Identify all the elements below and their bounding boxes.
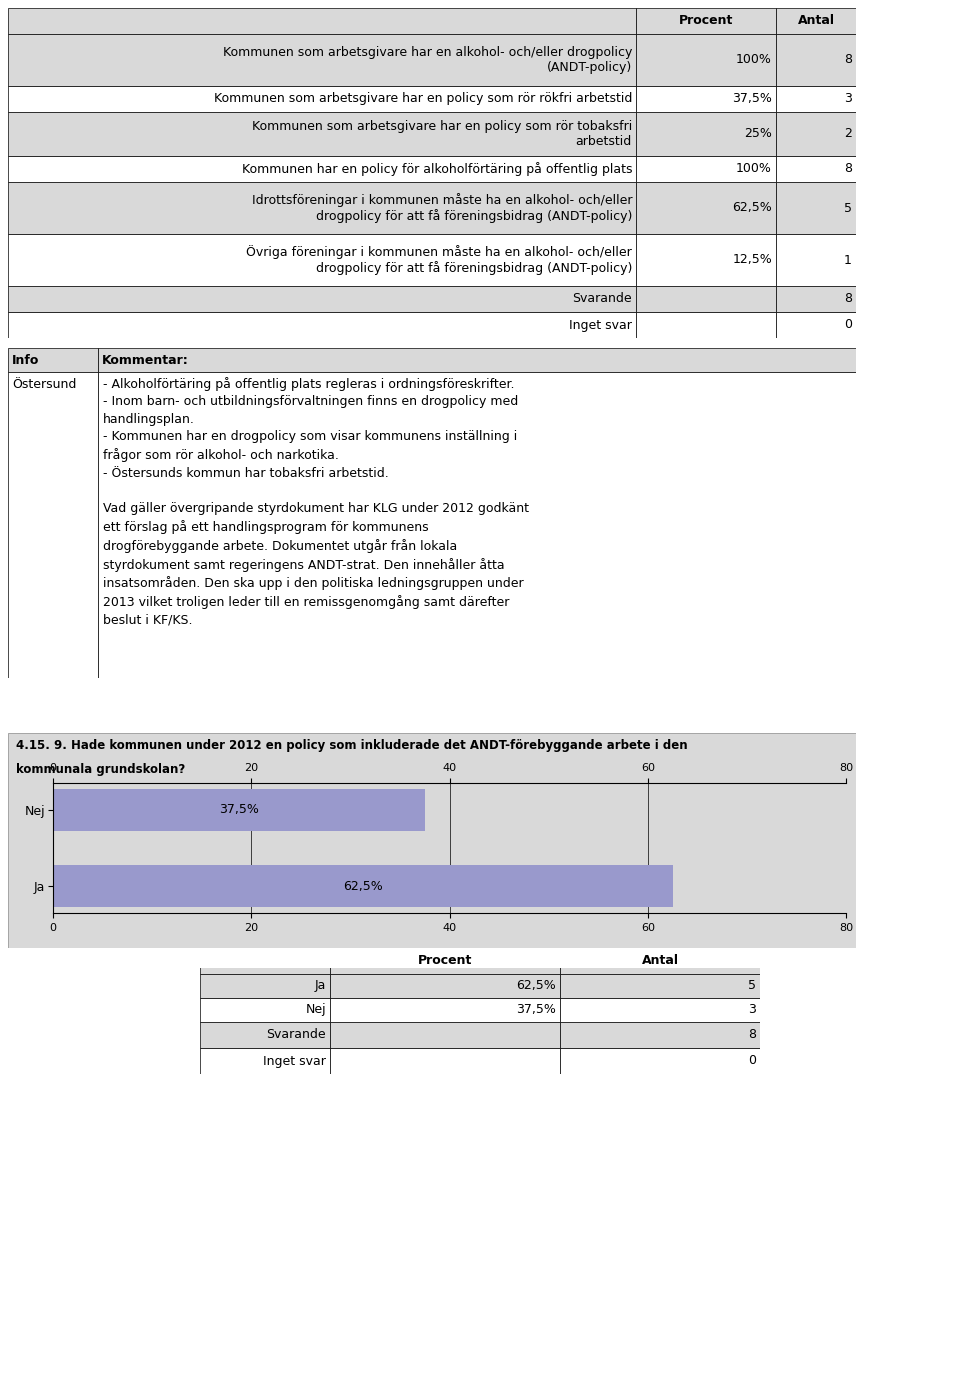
Text: 25%: 25% <box>744 127 772 140</box>
Text: Inget svar: Inget svar <box>569 319 632 332</box>
Bar <box>636 34 776 85</box>
Text: 8: 8 <box>844 53 852 67</box>
Text: Ja: Ja <box>315 979 326 992</box>
Text: Antal: Antal <box>641 954 679 968</box>
Text: 37,5%: 37,5% <box>219 803 259 817</box>
Bar <box>330 1023 560 1048</box>
Bar <box>8 34 636 85</box>
Text: 12,5%: 12,5% <box>732 253 772 266</box>
Bar <box>776 34 856 85</box>
Text: Antal: Antal <box>798 14 834 28</box>
Bar <box>8 312 636 339</box>
Bar <box>776 182 856 234</box>
Bar <box>636 285 776 312</box>
Bar <box>636 112 776 157</box>
Bar <box>776 85 856 112</box>
Bar <box>776 8 856 34</box>
Bar <box>330 974 560 997</box>
Bar <box>776 312 856 339</box>
Text: 62,5%: 62,5% <box>732 201 772 214</box>
Text: Info: Info <box>12 354 39 367</box>
Bar <box>8 182 636 234</box>
Text: 62,5%: 62,5% <box>516 979 556 992</box>
Text: 2: 2 <box>844 127 852 140</box>
Bar <box>200 997 330 1023</box>
Bar <box>776 285 856 312</box>
Text: 37,5%: 37,5% <box>516 1003 556 1017</box>
Text: - Alkoholförtäring på offentlig plats regleras i ordningsföreskrifter.
- Inom ba: - Alkoholförtäring på offentlig plats re… <box>103 376 529 627</box>
Bar <box>8 85 636 112</box>
Text: 8: 8 <box>748 1028 756 1041</box>
Text: 1: 1 <box>844 253 852 266</box>
Text: 37,5%: 37,5% <box>732 92 772 105</box>
Text: Övriga föreningar i kommunen måste ha en alkohol- och/eller
drogpolicy för att f: Övriga föreningar i kommunen måste ha en… <box>247 245 632 276</box>
Text: 3: 3 <box>748 1003 756 1017</box>
Text: 8: 8 <box>844 292 852 305</box>
Text: 0: 0 <box>748 1055 756 1067</box>
Bar <box>636 157 776 182</box>
Bar <box>98 372 856 679</box>
Bar <box>8 372 98 679</box>
Bar <box>330 949 560 974</box>
Bar <box>200 974 330 997</box>
Bar <box>636 182 776 234</box>
Text: 0: 0 <box>844 319 852 332</box>
Bar <box>776 234 856 285</box>
Text: Kommunen som arbetsgivare har en policy som rör rökfri arbetstid: Kommunen som arbetsgivare har en policy … <box>214 92 632 105</box>
Bar <box>8 8 636 34</box>
Text: 4.15. 9. Hade kommunen under 2012 en policy som inkluderade det ANDT-förebyggand: 4.15. 9. Hade kommunen under 2012 en pol… <box>16 740 688 753</box>
Text: Svarande: Svarande <box>266 1028 326 1041</box>
Text: 100%: 100% <box>736 162 772 175</box>
Bar <box>8 285 636 312</box>
Bar <box>560 949 760 974</box>
Text: Östersund: Östersund <box>12 378 77 390</box>
Bar <box>98 348 856 372</box>
Text: Kommunen som arbetsgivare har en alkohol- och/eller drogpolicy
(ANDT-policy): Kommunen som arbetsgivare har en alkohol… <box>223 46 632 74</box>
Text: kommunala grundskolan?: kommunala grundskolan? <box>16 762 185 776</box>
Text: 5: 5 <box>844 201 852 214</box>
Bar <box>330 1048 560 1074</box>
Bar <box>200 949 330 974</box>
Text: 8: 8 <box>844 162 852 175</box>
Bar <box>560 1048 760 1074</box>
Bar <box>636 312 776 339</box>
Bar <box>560 974 760 997</box>
Bar <box>636 8 776 34</box>
Text: Idrottsföreningar i kommunen måste ha en alkohol- och/eller
drogpolicy för att f: Idrottsföreningar i kommunen måste ha en… <box>252 193 632 222</box>
Text: 3: 3 <box>844 92 852 105</box>
Text: Kommunen har en policy för alkoholförtäring på offentlig plats: Kommunen har en policy för alkoholförtär… <box>242 162 632 176</box>
Bar <box>8 157 636 182</box>
Text: Kommunen som arbetsgivare har en policy som rör tobaksfri
arbetstid: Kommunen som arbetsgivare har en policy … <box>252 120 632 148</box>
Text: 5: 5 <box>748 979 756 992</box>
Text: 100%: 100% <box>736 53 772 67</box>
Text: Inget svar: Inget svar <box>263 1055 326 1067</box>
Bar <box>636 85 776 112</box>
Text: Nej: Nej <box>305 1003 326 1017</box>
Bar <box>8 112 636 157</box>
Bar <box>330 997 560 1023</box>
Bar <box>200 1023 330 1048</box>
Text: Svarande: Svarande <box>572 292 632 305</box>
Text: Procent: Procent <box>679 14 733 28</box>
Bar <box>53 789 424 831</box>
Bar <box>776 157 856 182</box>
Bar <box>200 1048 330 1074</box>
Bar <box>776 112 856 157</box>
Bar <box>53 865 673 907</box>
Bar <box>636 234 776 285</box>
Bar <box>8 234 636 285</box>
Bar <box>8 348 98 372</box>
Bar <box>560 997 760 1023</box>
Text: Kommentar:: Kommentar: <box>102 354 189 367</box>
Bar <box>560 1023 760 1048</box>
Text: Procent: Procent <box>418 954 472 968</box>
Text: 62,5%: 62,5% <box>343 880 383 893</box>
